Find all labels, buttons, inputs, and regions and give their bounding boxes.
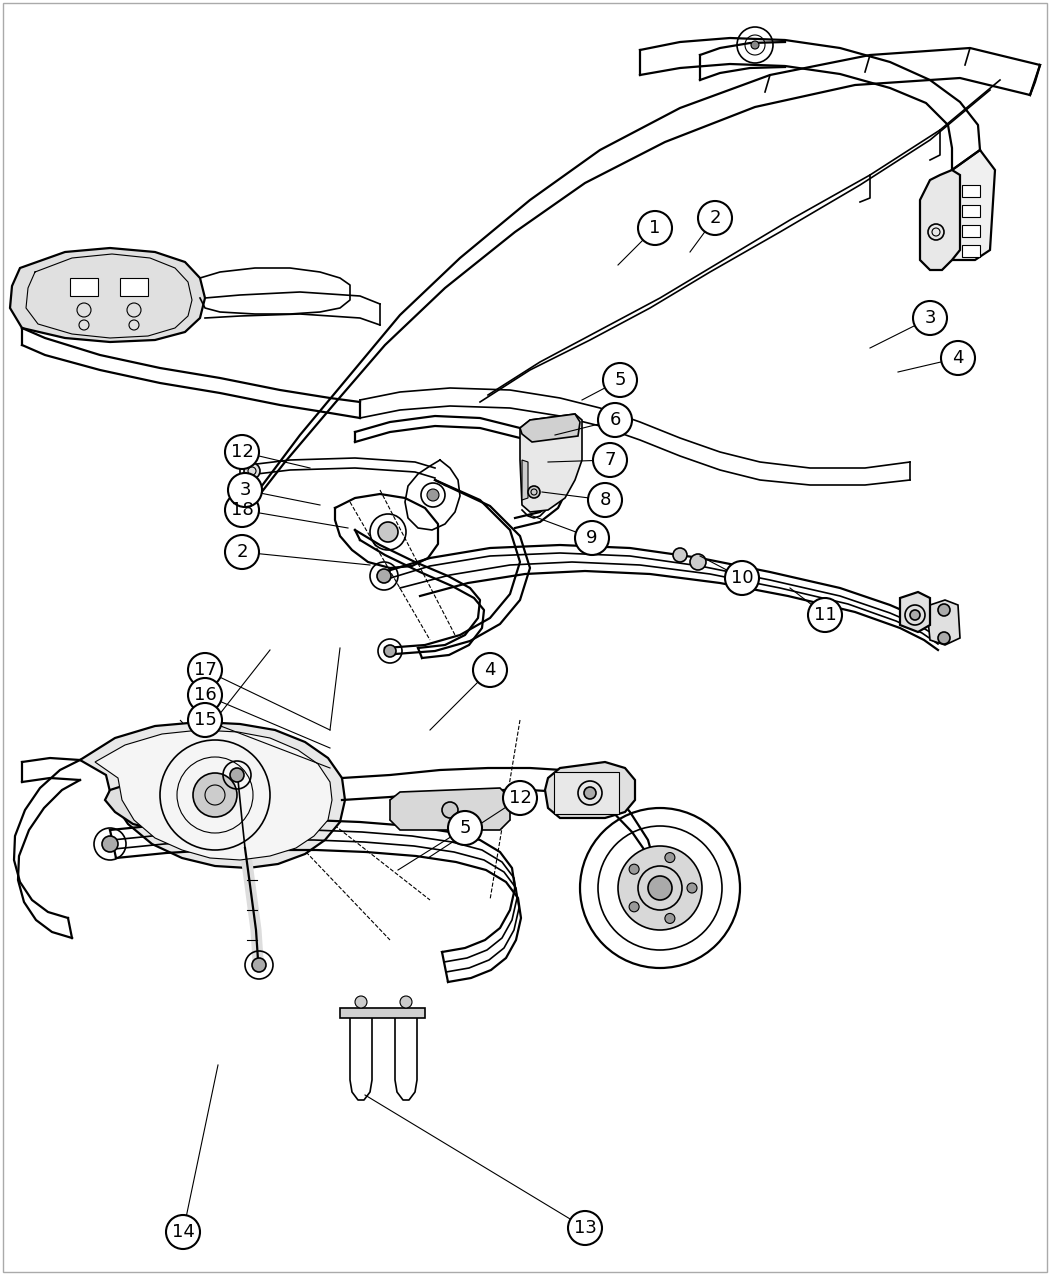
Text: 8: 8 <box>600 491 611 509</box>
Circle shape <box>808 598 842 632</box>
Text: 15: 15 <box>193 711 216 729</box>
Text: 5: 5 <box>614 371 626 389</box>
Circle shape <box>629 901 639 912</box>
Bar <box>962 224 980 237</box>
Circle shape <box>648 876 672 900</box>
Bar <box>340 1009 425 1017</box>
Circle shape <box>188 703 222 737</box>
Circle shape <box>244 463 260 479</box>
Circle shape <box>230 768 244 782</box>
Circle shape <box>188 678 222 711</box>
Circle shape <box>228 473 262 507</box>
Circle shape <box>225 435 259 469</box>
Circle shape <box>102 836 118 852</box>
Circle shape <box>400 996 412 1009</box>
Circle shape <box>938 604 950 616</box>
Circle shape <box>225 493 259 527</box>
Bar <box>554 771 619 813</box>
Circle shape <box>193 773 237 817</box>
Circle shape <box>603 363 637 397</box>
Bar <box>120 278 148 296</box>
Circle shape <box>528 486 540 499</box>
Circle shape <box>938 632 950 644</box>
Text: 18: 18 <box>231 501 253 519</box>
Circle shape <box>427 490 439 501</box>
Polygon shape <box>522 460 528 500</box>
Circle shape <box>629 864 639 875</box>
Polygon shape <box>942 150 995 260</box>
Text: 3: 3 <box>924 309 936 326</box>
Circle shape <box>914 301 947 335</box>
Circle shape <box>188 653 222 687</box>
Circle shape <box>588 483 622 516</box>
Text: 12: 12 <box>508 789 531 807</box>
Circle shape <box>665 853 675 863</box>
Circle shape <box>377 569 391 583</box>
Text: 3: 3 <box>239 481 251 499</box>
Circle shape <box>442 802 458 819</box>
Circle shape <box>503 782 537 815</box>
Text: 9: 9 <box>586 529 597 547</box>
Polygon shape <box>545 762 635 819</box>
Circle shape <box>638 210 672 245</box>
Circle shape <box>690 555 706 570</box>
Polygon shape <box>10 249 205 342</box>
Circle shape <box>593 442 627 477</box>
Bar <box>70 278 98 296</box>
Polygon shape <box>390 788 510 830</box>
Text: 2: 2 <box>709 209 720 227</box>
Text: 12: 12 <box>231 442 253 462</box>
Circle shape <box>448 811 482 845</box>
Text: 13: 13 <box>573 1219 596 1237</box>
Circle shape <box>673 548 687 562</box>
Polygon shape <box>520 414 580 442</box>
Text: 1: 1 <box>649 219 660 237</box>
Circle shape <box>472 653 507 687</box>
Text: 14: 14 <box>171 1223 194 1241</box>
Polygon shape <box>928 601 960 645</box>
Circle shape <box>751 41 759 48</box>
Text: 5: 5 <box>459 819 470 836</box>
Polygon shape <box>94 731 332 861</box>
Circle shape <box>355 996 368 1009</box>
Circle shape <box>225 536 259 569</box>
Circle shape <box>941 340 975 375</box>
Text: 7: 7 <box>604 451 615 469</box>
Bar <box>962 205 980 217</box>
Circle shape <box>687 884 697 892</box>
Circle shape <box>378 521 398 542</box>
Circle shape <box>384 645 396 657</box>
Text: 10: 10 <box>731 569 753 586</box>
Circle shape <box>910 609 920 620</box>
Polygon shape <box>900 592 930 632</box>
Text: 4: 4 <box>952 349 964 367</box>
Polygon shape <box>920 170 960 270</box>
Circle shape <box>698 201 732 235</box>
Polygon shape <box>520 414 582 513</box>
Polygon shape <box>80 722 345 868</box>
Circle shape <box>252 958 266 972</box>
Text: 6: 6 <box>609 411 621 428</box>
Circle shape <box>724 561 759 595</box>
Text: 4: 4 <box>484 660 496 680</box>
Text: 16: 16 <box>193 686 216 704</box>
Circle shape <box>568 1211 602 1244</box>
Text: 11: 11 <box>814 606 837 623</box>
Text: 2: 2 <box>236 543 248 561</box>
Circle shape <box>166 1215 200 1250</box>
Polygon shape <box>105 778 232 833</box>
Circle shape <box>584 787 596 799</box>
Circle shape <box>598 403 632 437</box>
Bar <box>962 245 980 258</box>
Circle shape <box>618 847 702 929</box>
Circle shape <box>575 521 609 555</box>
Circle shape <box>665 913 675 923</box>
Bar <box>962 185 980 198</box>
Text: 17: 17 <box>193 660 216 680</box>
